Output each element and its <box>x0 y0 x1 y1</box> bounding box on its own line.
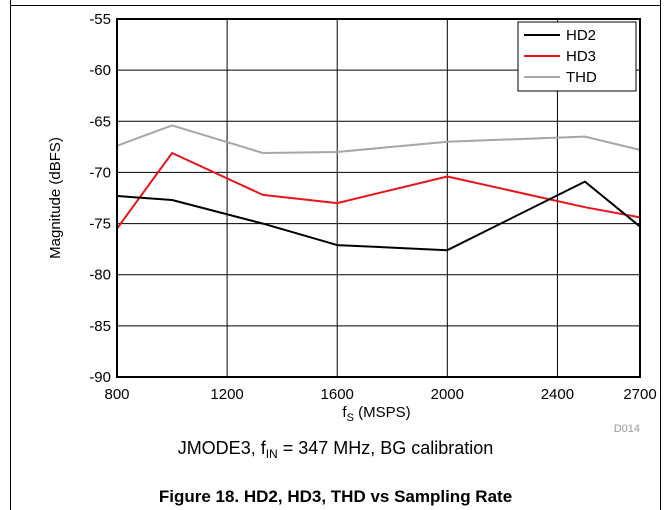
x-tick-label: 800 <box>104 386 129 403</box>
legend: HD2 HD3 THD <box>517 21 637 92</box>
y-tick-label: -70 <box>89 164 111 181</box>
x-tick-label: 2700 <box>623 386 656 403</box>
legend-label-thd: THD <box>566 69 597 86</box>
x-axis-label: fS (MSPS) <box>342 404 410 424</box>
x-tick-labels: 800 1200 1600 2000 2400 2700 <box>104 386 656 403</box>
figure-title: Figure 18. HD2, HD3, THD vs Sampling Rat… <box>158 487 513 506</box>
series-layer <box>116 124 641 252</box>
plot-border <box>116 18 641 378</box>
x-axis-label-main: f <box>342 404 347 421</box>
y-tick-label: -80 <box>89 267 111 284</box>
legend-label-hd3: HD3 <box>566 48 596 65</box>
x-tick-label: 1200 <box>210 386 243 403</box>
series-line-thd <box>116 124 641 154</box>
y-axis-label: Magnitude (dBFS) <box>47 137 64 259</box>
caption-subscript: IN <box>265 447 278 461</box>
y-tick-label: -75 <box>89 216 111 233</box>
y-tick-label: -90 <box>89 369 111 386</box>
x-axis-label-sub: S <box>347 412 354 424</box>
caption-prefix: JMODE3, f <box>177 438 266 458</box>
y-tick-label: -85 <box>89 318 111 335</box>
caption-suffix: = 347 MHz, BG calibration <box>277 438 494 458</box>
y-tick-labels: -55 -60 -65 -70 -75 -80 -85 -90 <box>89 11 111 386</box>
chart-caption: JMODE3, fIN = 347 MHz, BG calibration <box>0 438 671 461</box>
series-line-hd3 <box>116 152 641 230</box>
x-tick-label: 2000 <box>431 386 464 403</box>
series-line-hd2 <box>116 180 641 252</box>
y-tick-label: -65 <box>89 113 111 130</box>
y-tick-label: -60 <box>89 62 111 79</box>
x-axis-label-rest: (MSPS) <box>354 404 411 421</box>
x-tick-label: 1600 <box>321 386 354 403</box>
x-tick-label: 2400 <box>541 386 574 403</box>
figure-code-label: D014 <box>614 423 640 435</box>
legend-label-hd2: HD2 <box>566 27 596 44</box>
y-tick-label: -55 <box>89 11 111 28</box>
